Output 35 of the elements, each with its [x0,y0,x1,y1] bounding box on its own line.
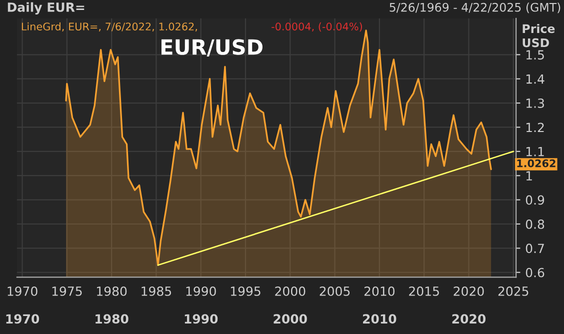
x-tick-label: 2010 [364,286,395,296]
x2-tick-label: 2000 [274,314,307,324]
x2-tick-label: 1990 [184,314,218,324]
y-tick-label: 1.5 [526,50,544,60]
y-tick-label: 1.3 [526,98,544,108]
x-tick-label: 2005 [320,286,350,296]
x2-tick-label: 1980 [96,314,128,324]
y-tick-label: 0.7 [526,244,544,254]
x-tick-label: 1995 [230,286,260,296]
y-tick-label: 1.1 [526,147,544,156]
annotation: 1.0262 [517,159,556,168]
x2-tick-label: 2020 [452,314,486,324]
x-tick-label: 1980 [97,286,127,296]
x-tick-label: 2015 [409,286,439,296]
x-tick-label: 2000 [275,286,306,296]
x-tick-label: 1985 [142,286,172,296]
y-tick-label: 1.4 [526,74,544,84]
y-tick-label: 0.6 [526,268,544,278]
x-tick-label: 2020 [454,286,484,296]
y-axis-title: Price USD [522,24,555,48]
x-tick-label: 1975 [52,286,82,296]
x-tick-label: 2025 [498,286,528,296]
x2-tick-label: 2010 [363,314,396,324]
y-tick-label: 1 [526,171,532,180]
text: 5/26/1969 - 4/22/2025 (GMT) [390,2,560,14]
y-tick-label: 1.2 [526,122,544,132]
x2-tick-label: 1970 [6,314,40,324]
text: EUR/USD [161,39,262,57]
x-tick-label: 1970 [8,286,38,296]
annotation: -0.0004, (-0.04%) [272,22,362,32]
y-tick-label: 0.9 [526,195,544,205]
annotation: LineGrd, EUR=, 7/6/2022, 1.0262, [22,22,197,32]
x-tick-label: 1990 [186,286,216,296]
chart-subtitle: Daily EUR= [8,2,84,14]
y-tick-label: 0.8 [526,219,544,229]
